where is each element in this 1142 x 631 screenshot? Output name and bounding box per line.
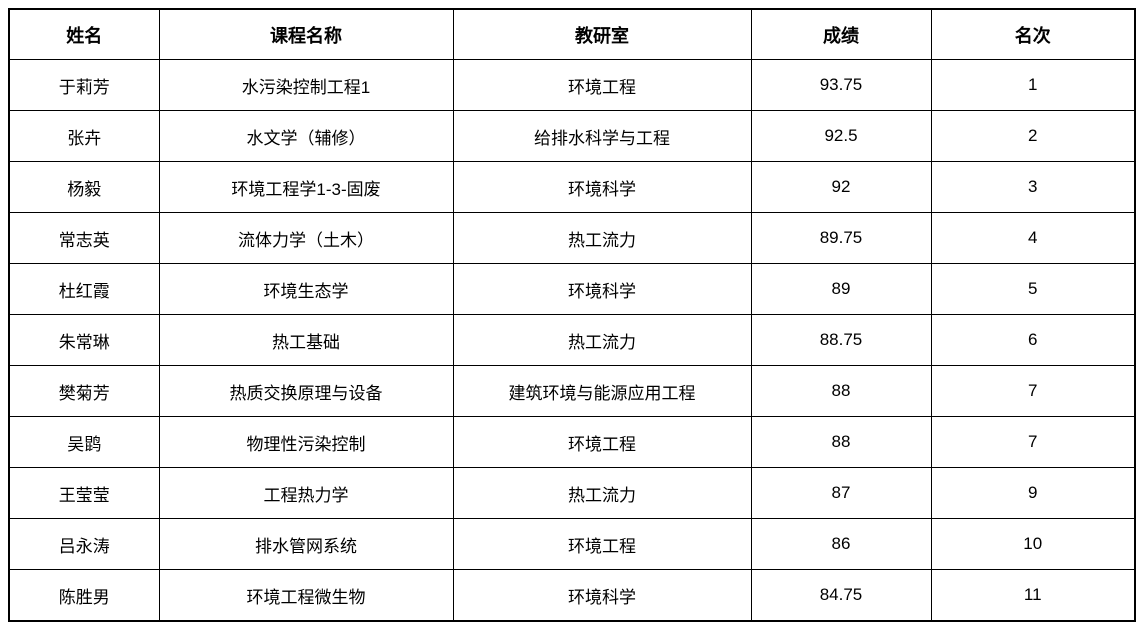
cell-office: 环境科学 bbox=[452, 569, 752, 622]
cell-name: 于莉芳 bbox=[8, 59, 160, 111]
cell-name: 常志英 bbox=[8, 212, 160, 264]
cell-score: 88.75 bbox=[750, 314, 932, 366]
cell-rank: 5 bbox=[930, 263, 1136, 315]
cell-office: 热工流力 bbox=[452, 467, 752, 519]
cell-course: 环境生态学 bbox=[158, 263, 454, 315]
cell-score: 88 bbox=[750, 365, 932, 417]
table-row: 樊菊芳 热质交换原理与设备 建筑环境与能源应用工程 88 7 bbox=[8, 365, 1136, 417]
table-row: 杨毅 环境工程学1-3-固废 环境科学 92 3 bbox=[8, 161, 1136, 213]
cell-course: 热工基础 bbox=[158, 314, 454, 366]
cell-course: 排水管网系统 bbox=[158, 518, 454, 570]
cell-score: 93.75 bbox=[750, 59, 932, 111]
table-row: 杜红霞 环境生态学 环境科学 89 5 bbox=[8, 263, 1136, 315]
cell-course: 水污染控制工程1 bbox=[158, 59, 454, 111]
cell-office: 热工流力 bbox=[452, 314, 752, 366]
cell-course: 环境工程微生物 bbox=[158, 569, 454, 622]
cell-name: 朱常琳 bbox=[8, 314, 160, 366]
cell-name: 陈胜男 bbox=[8, 569, 160, 622]
cell-course: 流体力学（土木） bbox=[158, 212, 454, 264]
header-course: 课程名称 bbox=[158, 8, 454, 60]
cell-rank: 7 bbox=[930, 365, 1136, 417]
cell-course: 工程热力学 bbox=[158, 467, 454, 519]
cell-rank: 7 bbox=[930, 416, 1136, 468]
cell-office: 环境科学 bbox=[452, 263, 752, 315]
header-name: 姓名 bbox=[8, 8, 160, 60]
cell-office: 建筑环境与能源应用工程 bbox=[452, 365, 752, 417]
header-score: 成绩 bbox=[750, 8, 932, 60]
cell-course: 水文学（辅修） bbox=[158, 110, 454, 162]
cell-score: 89 bbox=[750, 263, 932, 315]
table-row: 王莹莹 工程热力学 热工流力 87 9 bbox=[8, 467, 1136, 519]
cell-score: 87 bbox=[750, 467, 932, 519]
grade-table: 姓名 课程名称 教研室 成绩 名次 于莉芳 水污染控制工程1 环境工程 93.75 1 张卉 水文学… bbox=[8, 8, 1136, 622]
table-body: 于莉芳 水污染控制工程1 环境工程 93.75 1 张卉 水文学（辅修） 给排水科学与工程 92… bbox=[8, 59, 1136, 622]
cell-name: 杨毅 bbox=[8, 161, 160, 213]
cell-score: 86 bbox=[750, 518, 932, 570]
cell-rank: 11 bbox=[930, 569, 1136, 622]
table-row: 常志英 流体力学（土木） 热工流力 89.75 4 bbox=[8, 212, 1136, 264]
cell-office: 环境工程 bbox=[452, 518, 752, 570]
cell-rank: 10 bbox=[930, 518, 1136, 570]
cell-course: 物理性污染控制 bbox=[158, 416, 454, 468]
cell-rank: 1 bbox=[930, 59, 1136, 111]
cell-office: 给排水科学与工程 bbox=[452, 110, 752, 162]
cell-name: 张卉 bbox=[8, 110, 160, 162]
header-office: 教研室 bbox=[452, 8, 752, 60]
table-row: 朱常琳 热工基础 热工流力 88.75 6 bbox=[8, 314, 1136, 366]
cell-score: 92.5 bbox=[750, 110, 932, 162]
cell-course: 环境工程学1-3-固废 bbox=[158, 161, 454, 213]
cell-course: 热质交换原理与设备 bbox=[158, 365, 454, 417]
cell-score: 84.75 bbox=[750, 569, 932, 622]
cell-score: 89.75 bbox=[750, 212, 932, 264]
cell-name: 王莹莹 bbox=[8, 467, 160, 519]
cell-office: 热工流力 bbox=[452, 212, 752, 264]
cell-score: 92 bbox=[750, 161, 932, 213]
table-row: 吴鹍 物理性污染控制 环境工程 88 7 bbox=[8, 416, 1136, 468]
header-rank: 名次 bbox=[930, 8, 1136, 60]
table-row: 吕永涛 排水管网系统 环境工程 86 10 bbox=[8, 518, 1136, 570]
cell-rank: 4 bbox=[930, 212, 1136, 264]
cell-rank: 3 bbox=[930, 161, 1136, 213]
cell-office: 环境工程 bbox=[452, 416, 752, 468]
table-row: 张卉 水文学（辅修） 给排水科学与工程 92.5 2 bbox=[8, 110, 1136, 162]
cell-name: 吴鹍 bbox=[8, 416, 160, 468]
cell-name: 吕永涛 bbox=[8, 518, 160, 570]
cell-office: 环境工程 bbox=[452, 59, 752, 111]
cell-score: 88 bbox=[750, 416, 932, 468]
cell-rank: 2 bbox=[930, 110, 1136, 162]
table-row: 于莉芳 水污染控制工程1 环境工程 93.75 1 bbox=[8, 59, 1136, 111]
cell-rank: 9 bbox=[930, 467, 1136, 519]
table-row: 陈胜男 环境工程微生物 环境科学 84.75 11 bbox=[8, 569, 1136, 622]
cell-name: 樊菊芳 bbox=[8, 365, 160, 417]
table-header-row: 姓名 课程名称 教研室 成绩 名次 bbox=[8, 8, 1136, 60]
cell-name: 杜红霞 bbox=[8, 263, 160, 315]
cell-office: 环境科学 bbox=[452, 161, 752, 213]
cell-rank: 6 bbox=[930, 314, 1136, 366]
